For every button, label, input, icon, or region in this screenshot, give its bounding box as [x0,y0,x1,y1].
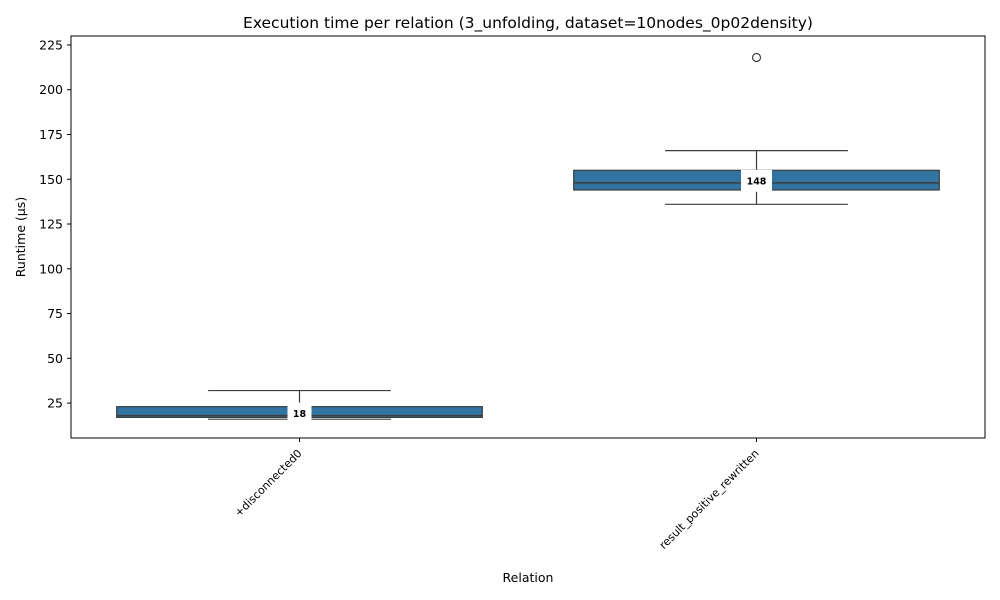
median-label-background [741,169,772,192]
box-series-item: 148 [573,52,940,205]
y-axis: 25 50 75 100 125 150 175 200 225 [39,37,71,411]
median-label: 18 [293,409,307,420]
median-label-background [287,402,312,425]
y-tick-label: 150 [39,172,63,187]
x-axis: +disconnected0 result_positive_rewritten [232,438,762,552]
y-tick-label: 50 [47,351,63,366]
outlier-point [751,52,762,63]
x-tick-label: +disconnected0 [232,447,305,520]
x-axis-label: Relation [503,570,554,585]
box-series-item: 18 [116,389,483,425]
y-tick-label: 25 [47,396,63,411]
y-tick-label: 125 [39,217,63,232]
plot-frame [70,35,986,439]
y-tick-label: 100 [39,261,63,276]
y-axis-label: Runtime (µs) [13,197,28,277]
y-tick-label: 200 [39,82,63,97]
plot-area: 18 148 [116,52,940,425]
y-tick-label: 175 [39,127,63,142]
median-label: 148 [747,176,767,187]
y-tick-label: 75 [47,306,63,321]
x-tick-label: result_positive_rewritten [657,447,762,552]
chart-title: Execution time per relation (3_unfolding… [243,14,813,33]
y-tick-label: 225 [39,37,63,52]
